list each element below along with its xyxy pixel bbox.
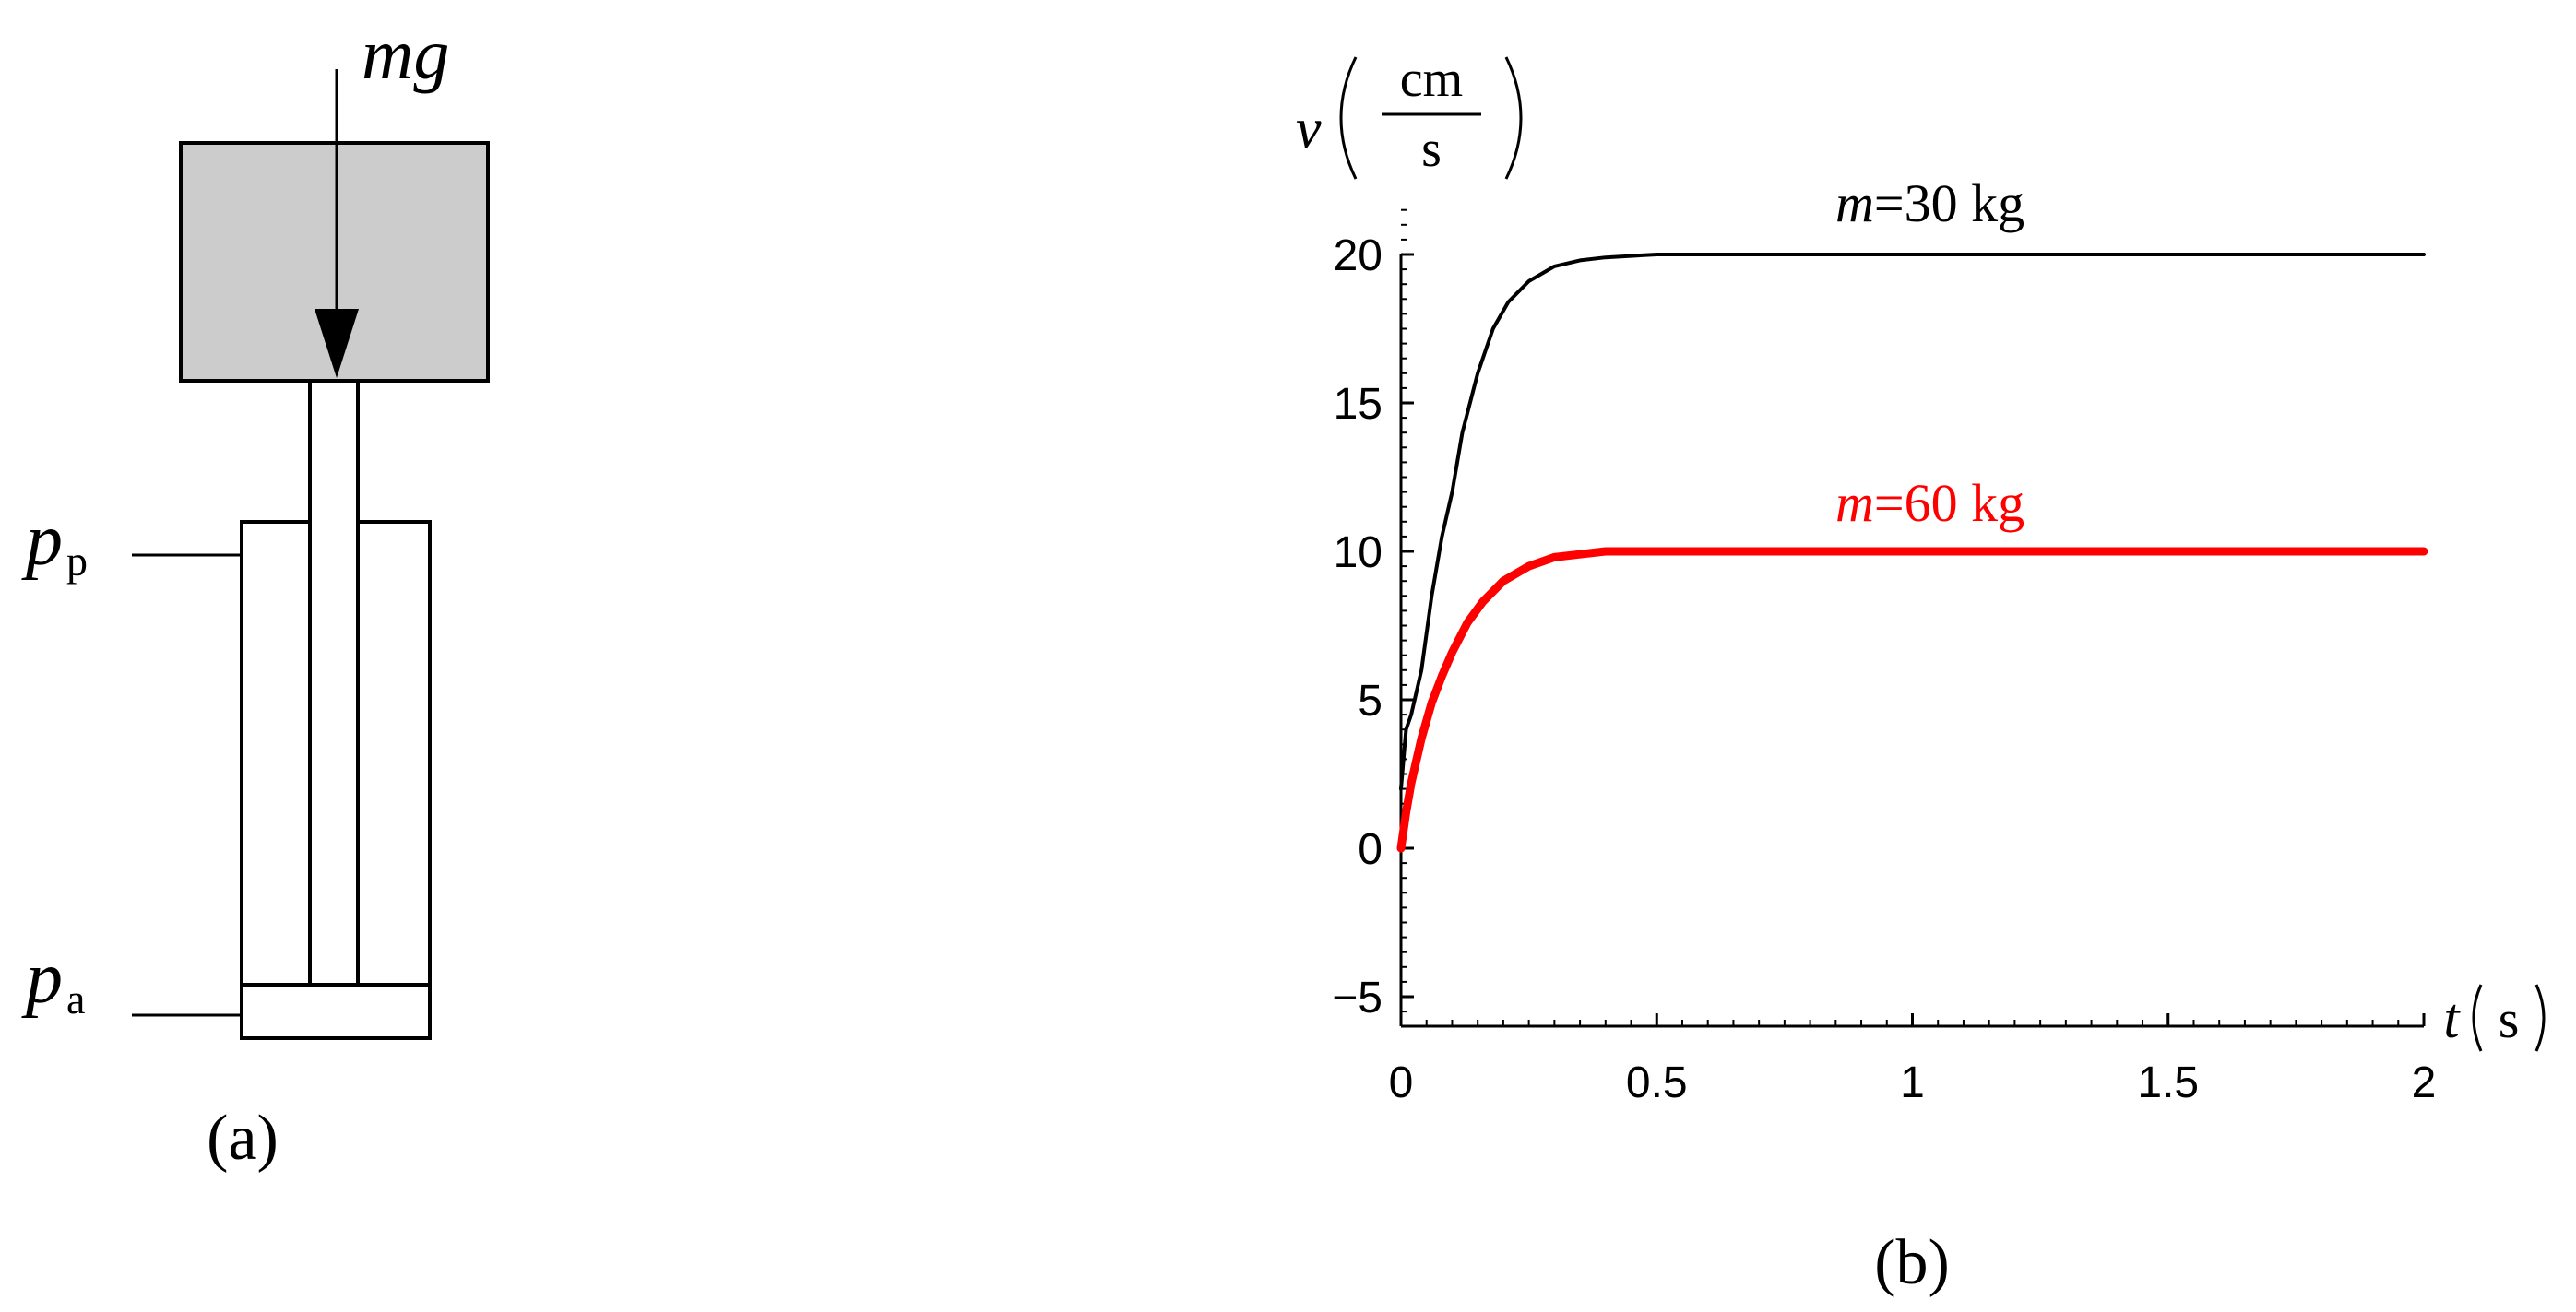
x-axis-symbol: t [2443,987,2461,1050]
piston-rod [308,379,360,987]
x-unit-text: s [2499,989,2520,1049]
series-label-60kg: m=60 kg [1835,473,2024,533]
x-unit-right-paren [2534,984,2546,1052]
y-unit-left-paren [1339,56,1358,180]
y-axis-label: v cm s [1296,51,1523,180]
pressure-bottom-subscript: a [66,975,85,1022]
y-tick-label: 20 [1334,231,1383,280]
series-label-60kg-m: m [1835,473,1874,533]
y-axis-symbol: v [1296,98,1322,160]
y-unit-denominator: s [1421,121,1442,178]
piston-diagram: mg pp pa (a) [21,14,490,1174]
pressure-label-top: pp [21,500,88,585]
pressure-label-bottom: pa [21,938,85,1022]
series-label-30kg: m=30 kg [1835,173,2024,233]
series-label-30kg-m: m [1835,173,1874,233]
series-group [1396,253,2428,853]
y-tick-label: 10 [1334,528,1383,577]
y-unit-right-paren [1504,56,1523,180]
x-tick-label: 1.5 [2137,1058,2199,1107]
y-tick-label: 0 [1358,825,1383,874]
x-tick-label: 0 [1389,1058,1414,1107]
series-line-30kg [1399,253,2426,791]
y-tick-label: −5 [1332,974,1383,1022]
panel-b-label: (b) [1874,1227,1950,1298]
panel-a-label: (a) [207,1103,279,1174]
y-tick-label: 5 [1358,677,1383,726]
pressure-top-subscript: p [66,538,88,585]
series-label-30kg-rest: =30 kg [1874,173,2024,233]
x-unit-left-paren [2472,984,2483,1052]
y-tick-label: 15 [1334,380,1383,429]
x-tick-label: 1 [1900,1058,1925,1107]
x-ticks: 0 0.5 1 1.5 2 [1389,1013,2437,1107]
series-label-60kg-rest: =60 kg [1874,473,2024,533]
pressure-bottom-symbol: p [21,938,63,1019]
force-arrow-head [315,309,359,378]
minor-ticks [1401,208,2400,1028]
y-unit-numerator: cm [1400,51,1463,108]
x-axis-label: t s [2443,984,2546,1052]
x-tick-label: 0.5 [1626,1058,1688,1107]
x-tick-label: 2 [2412,1058,2437,1107]
y-ticks: −5 0 5 10 15 20 [1332,231,1414,1022]
series-line-60kg [1396,547,2428,853]
pressure-top-symbol: p [21,500,63,581]
force-label: mg [362,14,449,94]
